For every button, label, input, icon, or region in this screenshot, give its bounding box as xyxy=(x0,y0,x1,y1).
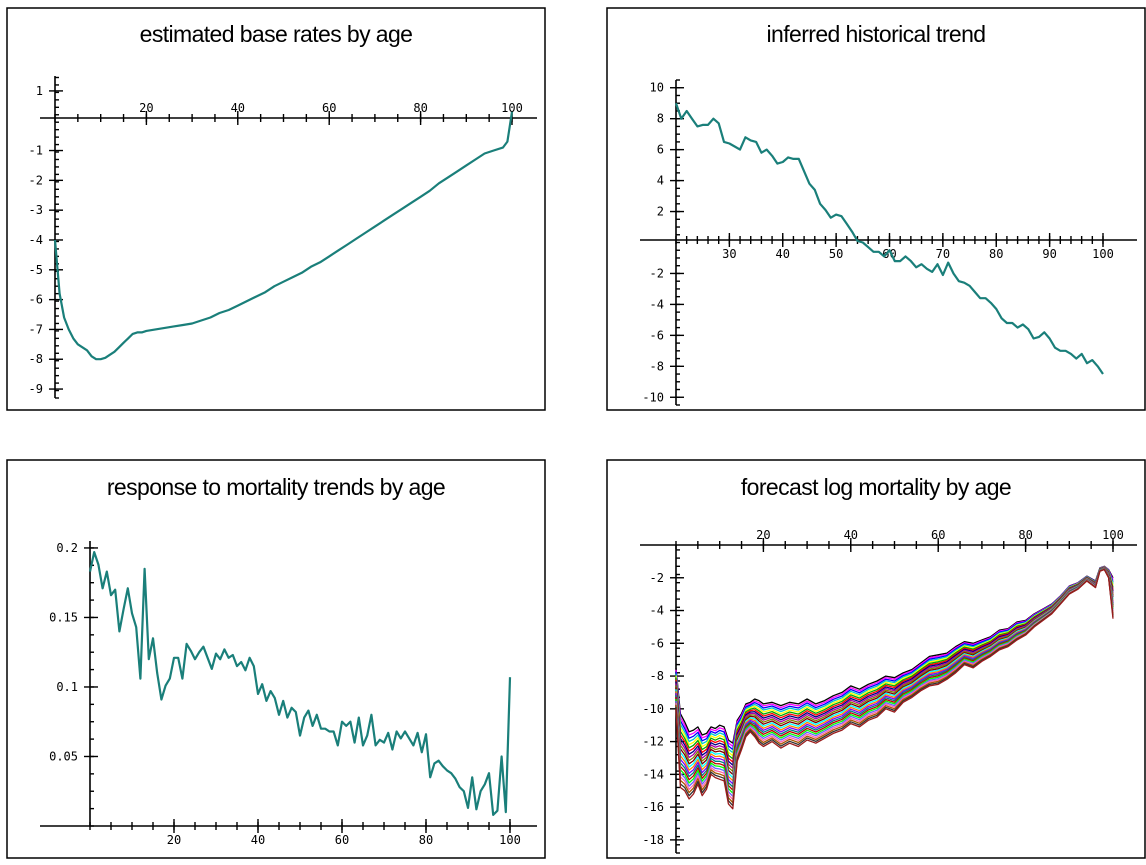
y-tick-label: -4 xyxy=(650,297,664,311)
panel-frame xyxy=(606,459,1146,859)
chart-panel-2: inferred historical trend 10 8 6 4 2 -2 -4 -6 -8 -… xyxy=(606,7,1146,411)
x-tick-label: 100 xyxy=(499,833,521,847)
x-tick-label: 40 xyxy=(251,833,265,847)
x-tick-label: 50 xyxy=(829,247,843,261)
y-tick-label: -14 xyxy=(642,767,664,781)
y-tick-label: 0.1 xyxy=(56,680,78,694)
x-tick-label: 70 xyxy=(936,247,950,261)
y-tick-label: -12 xyxy=(642,735,664,749)
y-tick-label: -4 xyxy=(29,233,43,247)
y-tick-label: -10 xyxy=(642,702,664,716)
x-tick-label: 40 xyxy=(776,247,790,261)
y-tick-label: 2 xyxy=(657,205,664,219)
chart-panel-3: response to mortality trends by age 0.2 0.… xyxy=(6,459,546,859)
y-tick-label: -2 xyxy=(650,266,664,280)
x-tick-label: 60 xyxy=(931,528,945,542)
y-tick-label: 10 xyxy=(650,81,664,95)
y-tick-label: -2 xyxy=(650,571,664,585)
y-tick-label: 0.15 xyxy=(49,610,78,624)
x-tick-label: 60 xyxy=(322,101,336,115)
chart-panel-4: forecast log mortality by age -2 -4 -6 -8 -10… xyxy=(606,459,1146,859)
y-tick-label: -6 xyxy=(29,293,43,307)
y-tick-label: -7 xyxy=(29,322,43,336)
y-tick-label: 8 xyxy=(657,112,664,126)
x-tick-label: 20 xyxy=(756,528,770,542)
x-tick-label: 80 xyxy=(419,833,433,847)
y-tick-label: -4 xyxy=(650,604,664,618)
chart-title: response to mortality trends by age xyxy=(107,474,445,500)
series-line xyxy=(53,111,514,361)
y-tick-label: -3 xyxy=(29,203,43,217)
x-tick-label: 20 xyxy=(139,101,153,115)
y-tick-label: 0.2 xyxy=(56,541,78,555)
chart-panel-1: estimated base rates by age 1 -1 -2 -3 -4 -5 -6… xyxy=(6,7,546,411)
x-tick-label: 40 xyxy=(844,528,858,542)
series-line xyxy=(88,551,512,816)
x-tick-label: 90 xyxy=(1042,247,1056,261)
y-tick-label: -8 xyxy=(650,669,664,683)
y-tick-label: -16 xyxy=(642,800,664,814)
chart-title: estimated base rates by age xyxy=(140,21,413,47)
x-tick-label: 100 xyxy=(1102,528,1124,542)
y-tick-label: -8 xyxy=(29,352,43,366)
x-tick-label: 80 xyxy=(413,101,427,115)
y-tick-label: -10 xyxy=(642,390,664,404)
y-tick-label: 4 xyxy=(657,174,664,188)
x-tick-label: 20 xyxy=(167,833,181,847)
x-tick-label: 30 xyxy=(722,247,736,261)
panel-frame xyxy=(6,7,546,411)
y-tick-label: -6 xyxy=(650,328,664,342)
y-tick-label: -18 xyxy=(642,833,664,847)
x-tick-label: 100 xyxy=(1092,247,1114,261)
series-line xyxy=(674,102,1104,375)
y-tick-label: -8 xyxy=(650,359,664,373)
chart-title: forecast log mortality by age xyxy=(741,474,1011,500)
y-tick-label: -9 xyxy=(29,382,43,396)
x-tick-label: 60 xyxy=(335,833,349,847)
y-tick-label: 6 xyxy=(657,143,664,157)
y-tick-label: -2 xyxy=(29,173,43,187)
y-tick-label: -6 xyxy=(650,636,664,650)
x-tick-label: 40 xyxy=(231,101,245,115)
x-tick-label: 100 xyxy=(501,101,523,115)
y-tick-label: 1 xyxy=(36,84,43,98)
x-tick-label: 80 xyxy=(989,247,1003,261)
panel-frame xyxy=(606,7,1146,411)
x-tick-label: 80 xyxy=(1018,528,1032,542)
forecast-series-line xyxy=(675,568,1114,810)
panel-frame xyxy=(6,459,546,859)
chart-title: inferred historical trend xyxy=(767,21,986,47)
y-tick-label: -5 xyxy=(29,263,43,277)
y-tick-label: -1 xyxy=(29,144,43,158)
y-tick-label: 0.05 xyxy=(49,749,78,763)
